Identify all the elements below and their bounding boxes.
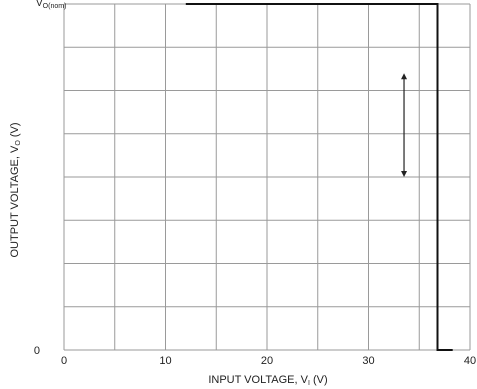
series-group	[185, 3, 453, 351]
x-tick-label: 0	[61, 355, 67, 367]
grid	[63, 3, 471, 351]
annotations	[401, 73, 408, 177]
y-tick-label: 0	[34, 345, 40, 357]
y-axis-title-sub: O	[15, 140, 22, 146]
x-tick-label: 40	[464, 355, 476, 367]
reference-label-main: V	[36, 0, 43, 9]
reference-label-sub: O(nom)	[43, 3, 67, 10]
y-axis-title-unit: (V)	[9, 122, 21, 140]
y-axis-title: OUTPUT VOLTAGE, VO (V)	[9, 122, 22, 257]
y-tick-labels: 0	[34, 345, 40, 357]
x-axis-title-main: INPUT VOLTAGE, V	[208, 374, 308, 386]
x-tick-label: 30	[362, 355, 374, 367]
reference-line-label: VO(nom)	[36, 0, 66, 10]
x-axis-title: INPUT VOLTAGE, VI (V)	[208, 374, 327, 387]
annotation-arrowhead-down	[401, 171, 408, 177]
y-axis-title-main: OUTPUT VOLTAGE, V	[9, 145, 21, 258]
x-axis-title-sub: I	[308, 380, 310, 387]
x-tick-label: 10	[159, 355, 171, 367]
x-tick-label: 20	[261, 355, 273, 367]
x-axis-title-unit: (V)	[310, 374, 328, 386]
x-tick-labels: 0 10 20 30 40	[61, 355, 476, 367]
annotation-arrowhead-up	[401, 73, 408, 80]
series-line	[185, 3, 453, 351]
